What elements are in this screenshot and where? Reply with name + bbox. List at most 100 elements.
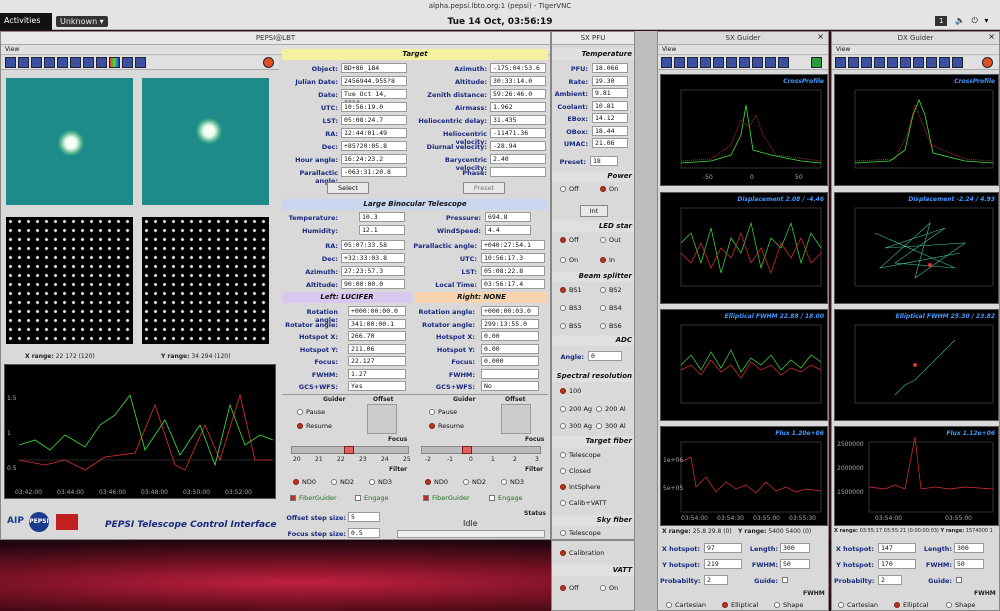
sx-displacement-plot[interactable]: Displacement 2.08 / -4.46 [660, 192, 828, 304]
field-value[interactable]: 1.962 [490, 102, 546, 112]
resolution-option[interactable]: 200 Al [596, 405, 626, 413]
offset-arrows-right[interactable] [501, 404, 531, 434]
pan-icon[interactable] [700, 57, 711, 68]
app-menu[interactable]: Unknown ▾ [56, 16, 108, 27]
field-value[interactable] [490, 167, 546, 177]
field-value[interactable]: +000:00:00.0 [348, 306, 406, 316]
pause-radio-right[interactable] [429, 409, 435, 415]
field-value[interactable]: 14.12 [592, 113, 628, 123]
y-hotspot-input[interactable]: 219 [704, 559, 742, 569]
radio-button[interactable] [560, 406, 566, 412]
radio-option[interactable]: BS2 [600, 286, 622, 294]
zoom-out-icon[interactable] [848, 57, 859, 68]
fiberguider-check-right[interactable] [423, 495, 429, 501]
dx-displacement-plot[interactable]: Displacement -2.24 / 4.93 [834, 192, 999, 304]
field-value[interactable]: 05:07:33.58 [341, 240, 405, 250]
histogram-icon[interactable] [122, 57, 133, 68]
field-value[interactable]: 299:13:55.0 [481, 318, 539, 329]
cartesian-radio[interactable] [666, 602, 672, 608]
lifebuoy-icon[interactable] [263, 57, 274, 68]
field-value[interactable]: 12.1 [359, 225, 405, 235]
field-value[interactable]: -175:04:53.6 [490, 63, 546, 73]
zoom-fit-icon[interactable] [861, 57, 872, 68]
radio-button[interactable] [560, 305, 566, 311]
x-hotspot-input[interactable]: 147 [878, 543, 916, 553]
engage-check-left[interactable] [355, 495, 361, 501]
field-value[interactable]: 2456944.955?8 [341, 76, 407, 86]
field-value[interactable]: 05:08:24.7 [341, 115, 407, 125]
dx-crossprofile-plot[interactable]: CrossProfile [834, 74, 999, 186]
rotate-icon[interactable] [726, 57, 737, 68]
field-value[interactable]: 18.44 [592, 125, 628, 136]
histogram-icon[interactable] [765, 57, 776, 68]
elliptical-radio[interactable] [722, 602, 728, 608]
histogram-icon[interactable] [939, 57, 950, 68]
contrast-icon[interactable] [752, 57, 763, 68]
view-menu[interactable]: View [1, 45, 550, 55]
workspace-counter[interactable]: 1 [935, 16, 948, 26]
radio-option[interactable]: Calib+VATT [560, 499, 607, 507]
contrast-icon[interactable] [926, 57, 937, 68]
radio-button[interactable] [560, 484, 566, 490]
field-value[interactable]: 0.00 [481, 331, 539, 341]
zoom-in-icon[interactable] [835, 57, 846, 68]
power-on-radio[interactable] [600, 186, 606, 192]
radio-button[interactable] [560, 323, 566, 329]
field-value[interactable]: 266.70 [348, 331, 406, 341]
preset-button[interactable]: Preset [463, 182, 505, 194]
fwhm-input[interactable]: 50 [954, 559, 984, 569]
field-value[interactable]: 0.00 [481, 343, 539, 354]
radio-option[interactable]: Telescope [560, 529, 601, 537]
field-value[interactable]: 10.3 [359, 212, 405, 222]
field-value[interactable]: 10.81 [592, 100, 628, 111]
field-value[interactable]: 05:08:22.8 [481, 266, 545, 276]
radio-button[interactable] [596, 423, 602, 429]
radio-button[interactable] [600, 305, 606, 311]
field-value[interactable]: +040:27:54.1 [481, 240, 545, 250]
radio-button[interactable] [560, 500, 566, 506]
field-value[interactable]: 59:26:46.0 [490, 89, 546, 99]
wfs-image-right[interactable] [142, 217, 269, 344]
radio-option[interactable]: BS6 [600, 322, 622, 330]
field-value[interactable] [481, 368, 539, 379]
field-value[interactable]: +85?20:05.8 [341, 141, 407, 151]
radio-button[interactable] [560, 388, 566, 394]
save-icon[interactable] [778, 57, 789, 68]
field-value[interactable]: +32:33:03.8 [341, 253, 405, 263]
radio-button[interactable] [560, 550, 566, 556]
pan-icon[interactable] [44, 57, 55, 68]
fwhm-input[interactable]: 50 [780, 559, 810, 569]
radio-button[interactable] [560, 452, 566, 458]
preset-input[interactable]: 18 [590, 156, 618, 166]
field-value[interactable]: BD+86_184 [341, 63, 407, 73]
zoom-out-icon[interactable] [674, 57, 685, 68]
radio-button[interactable] [560, 287, 566, 293]
zoom-in-icon[interactable] [5, 57, 16, 68]
history-plot[interactable]: 1.5 1 0.5 03:42:00 03:44:00 03:46:00 03:… [4, 364, 276, 499]
fiberguider-check-left[interactable] [290, 495, 296, 501]
guider-image-left[interactable] [6, 78, 133, 205]
field-value[interactable]: No [481, 381, 539, 391]
vatt-on-radio[interactable] [600, 585, 606, 591]
sx-crossprofile-plot[interactable]: CrossProfile -50 0 50 [660, 74, 828, 186]
field-value[interactable]: 10:56:17.3 [481, 253, 545, 263]
vatt-off-radio[interactable] [560, 585, 566, 591]
x-hotspot-input[interactable]: 97 [704, 543, 742, 553]
radio-button[interactable] [600, 323, 606, 329]
nd3-radio-right[interactable] [501, 479, 507, 485]
resolution-option[interactable]: 200 Ag [560, 405, 592, 413]
rotate-icon[interactable] [900, 57, 911, 68]
zoom-in-icon[interactable] [661, 57, 672, 68]
focus-slider-right[interactable] [421, 446, 541, 454]
field-value[interactable]: 16:24:23.2 [341, 154, 407, 164]
radio-option[interactable]: Telescope [560, 451, 601, 459]
field-value[interactable]: -063:31:20.8 [341, 167, 407, 177]
resolution-option[interactable]: 100 [560, 387, 581, 395]
crop-icon[interactable] [713, 57, 724, 68]
zoom-out-icon[interactable] [18, 57, 29, 68]
resume-radio-right[interactable] [429, 423, 435, 429]
offset-arrows-left[interactable] [367, 404, 397, 434]
resolution-option[interactable]: 300 Ag [560, 422, 592, 430]
field-value[interactable]: 694.8 [485, 212, 531, 222]
offset-step-input[interactable]: 5 [348, 512, 380, 522]
